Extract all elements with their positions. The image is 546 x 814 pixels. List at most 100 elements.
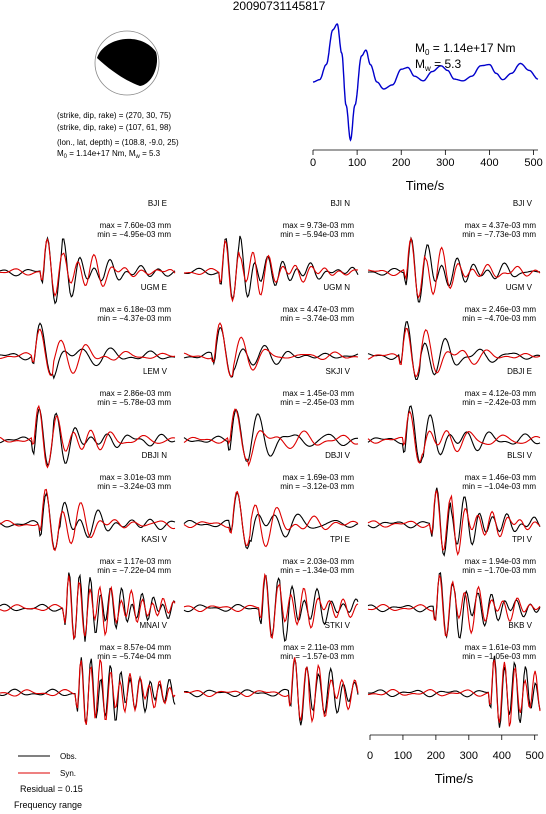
observed-trace — [183, 408, 358, 463]
residual-text: Residual = 0.15 — [20, 784, 83, 794]
observed-trace — [0, 492, 176, 551]
max-label: max = 1.61e-03 mm — [465, 643, 537, 652]
min-label: min = −3.24e-03 mm — [97, 482, 171, 491]
beachball — [94, 30, 160, 96]
waveform-tick-label: 0 — [367, 750, 373, 762]
station-label: UGM E — [141, 283, 167, 292]
waveform-x-axis: 0 100 200 300 400 500 Time/s — [367, 734, 544, 786]
min-label: min = −4.95e-03 mm — [97, 230, 171, 239]
station-label: DBJI E — [507, 367, 532, 376]
event-id: 20090731145817 — [233, 0, 326, 13]
max-label: max = 2.11e-03 mm — [283, 643, 354, 652]
station-label: BJI N — [330, 199, 350, 208]
max-label: max = 1.46e-03 mm — [465, 473, 537, 482]
min-label: min = −4.37e-03 mm — [97, 314, 171, 323]
observed-trace — [183, 491, 359, 550]
synthetic-trace — [367, 489, 541, 556]
min-label: min = −1.04e-03 mm — [462, 482, 536, 491]
max-label: max = 2.46e-03 mm — [465, 305, 537, 314]
min-label: min = −3.12e-03 mm — [280, 482, 354, 491]
waveform-tick-label: 400 — [493, 750, 511, 762]
observed-trace — [0, 236, 176, 305]
max-label: max = 2.86e-03 mm — [100, 389, 172, 398]
source-time-function-chart: 0 100 200 300 400 500 Time/s M0 = 1.14e+17 Nm… — [310, 23, 543, 193]
station-label: LEM V — [143, 367, 168, 376]
station-label: BJI E — [148, 199, 167, 208]
fm-plane2: (strike, dip, rake) = (107, 61, 98) — [57, 123, 171, 132]
observed-trace — [183, 574, 359, 642]
waveform-tick-label: 200 — [427, 750, 445, 762]
station-label: KASI V — [141, 535, 167, 544]
waveform-tick-label: 300 — [460, 750, 478, 762]
min-label: min = −1.70e-03 mm — [462, 566, 536, 575]
observed-trace — [183, 658, 359, 726]
station-label: SKJI V — [326, 367, 351, 376]
station-label: BKB V — [508, 621, 532, 630]
station-label: BLSI V — [507, 451, 533, 460]
fm-moment: M0 = 1.14e+17 Nm, Mw = 5.3 — [57, 149, 161, 160]
min-label: min = −5.94e-03 mm — [280, 230, 354, 239]
stf-tick-label: 100 — [348, 157, 366, 169]
max-label: max = 6.18e-03 mm — [100, 305, 172, 314]
observed-trace — [367, 405, 541, 464]
min-label: min = −1.57e-03 mm — [280, 652, 354, 661]
synthetic-trace — [0, 659, 176, 725]
max-label: max = 7.60e-03 mm — [100, 221, 172, 230]
synthetic-trace — [183, 572, 359, 639]
beachball-compressional-quadrant — [97, 38, 158, 86]
stf-mw: Mw = 5.3 — [415, 57, 461, 73]
max-label: max = 1.94e-03 mm — [465, 557, 537, 566]
max-label: max = 9.73e-03 mm — [283, 221, 355, 230]
synthetic-trace — [183, 322, 359, 378]
min-label: min = −2.42e-03 mm — [462, 398, 536, 407]
min-label: min = −7.22e-04 mm — [97, 566, 171, 575]
station-label: BJI V — [513, 199, 533, 208]
stf-tick-label: 300 — [436, 157, 454, 169]
observed-trace — [367, 236, 541, 303]
fm-location: (lon., lat, depth) = (108.8, -9.0, 25) — [57, 138, 179, 147]
station-label: DBJI N — [142, 451, 168, 460]
stf-tick-label: 400 — [480, 157, 498, 169]
observed-trace — [183, 326, 359, 378]
waveform-tick-label: 100 — [394, 750, 412, 762]
legend-obs-label: Obs. — [60, 752, 77, 761]
legend-syn-label: Syn. — [60, 769, 76, 778]
synthetic-trace — [183, 490, 359, 548]
fm-plane1: (strike, dip, rake) = (270, 30, 75) — [57, 111, 171, 120]
min-label: min = −5.74e-04 mm — [97, 652, 171, 661]
stf-tick-label: 500 — [524, 157, 542, 169]
observed-trace — [367, 321, 541, 381]
max-label: max = 3.01e-03 mm — [100, 473, 172, 482]
min-label: min = −1.34e-03 mm — [280, 566, 354, 575]
max-label: max = 1.17e-03 mm — [100, 557, 172, 566]
frequency-range-text: Frequency range — [14, 800, 82, 810]
synthetic-trace — [183, 408, 359, 467]
station-label: STKI V — [325, 621, 351, 630]
station-label: TPI V — [512, 535, 533, 544]
stf-xlabel: Time/s — [406, 178, 445, 193]
stf-tick-label: 0 — [310, 157, 316, 169]
max-label: max = 2.03e-03 mm — [283, 557, 355, 566]
synthetic-trace — [183, 657, 359, 724]
synthetic-trace — [367, 236, 541, 299]
min-label: min = −5.78e-03 mm — [97, 398, 171, 407]
max-label: max = 4.12e-03 mm — [465, 389, 537, 398]
max-label: max = 4.37e-03 mm — [465, 221, 537, 230]
synthetic-trace — [367, 659, 541, 727]
synthetic-trace — [367, 327, 541, 378]
synthetic-trace — [0, 404, 176, 469]
synthetic-trace — [367, 574, 541, 637]
min-label: min = −7.73e-03 mm — [462, 230, 536, 239]
